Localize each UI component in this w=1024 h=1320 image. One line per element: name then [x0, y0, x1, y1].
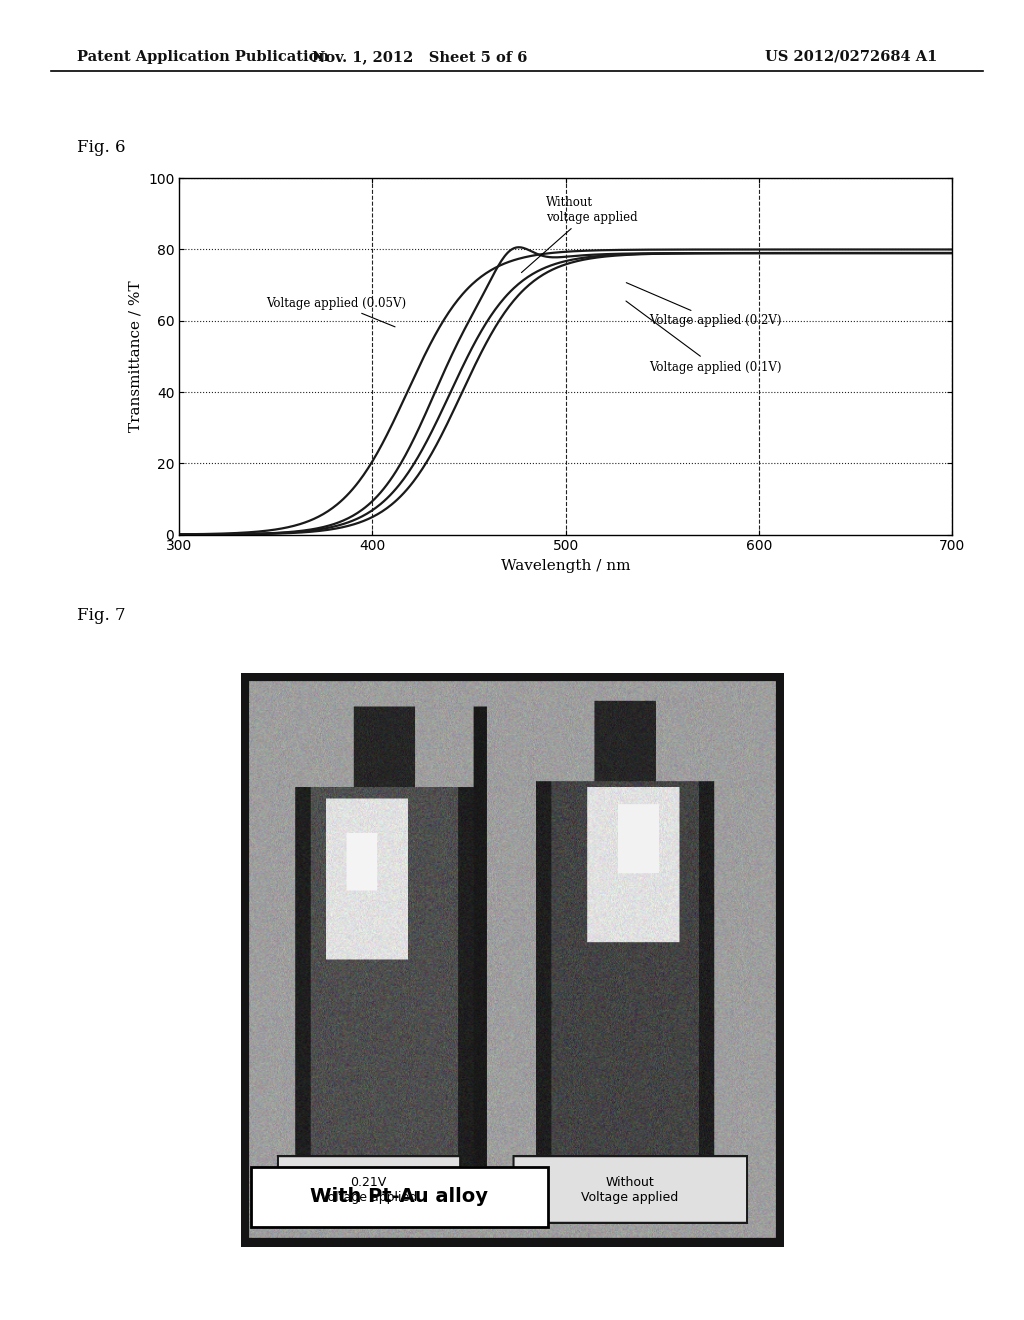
Y-axis label: Transmittance / %T: Transmittance / %T: [128, 281, 142, 432]
Text: Without
Voltage applied: Without Voltage applied: [582, 1176, 678, 1204]
Text: Fig. 7: Fig. 7: [77, 607, 125, 624]
Text: 0.21V
Voltage applied: 0.21V Voltage applied: [321, 1176, 417, 1204]
Text: Nov. 1, 2012   Sheet 5 of 6: Nov. 1, 2012 Sheet 5 of 6: [312, 50, 527, 63]
Text: Without
voltage applied: Without voltage applied: [521, 195, 638, 273]
Text: With Pt-Au alloy: With Pt-Au alloy: [310, 1188, 488, 1206]
Text: Voltage applied (0.05V): Voltage applied (0.05V): [266, 297, 407, 327]
Bar: [251, 1167, 548, 1226]
Text: US 2012/0272684 A1: US 2012/0272684 A1: [765, 50, 937, 63]
Text: Fig. 6: Fig. 6: [77, 139, 125, 156]
Text: Patent Application Publication: Patent Application Publication: [77, 50, 329, 63]
Text: Voltage applied (0.1V): Voltage applied (0.1V): [626, 301, 781, 374]
X-axis label: Wavelength / nm: Wavelength / nm: [501, 558, 631, 573]
Text: Voltage applied (0.2V): Voltage applied (0.2V): [627, 282, 781, 327]
